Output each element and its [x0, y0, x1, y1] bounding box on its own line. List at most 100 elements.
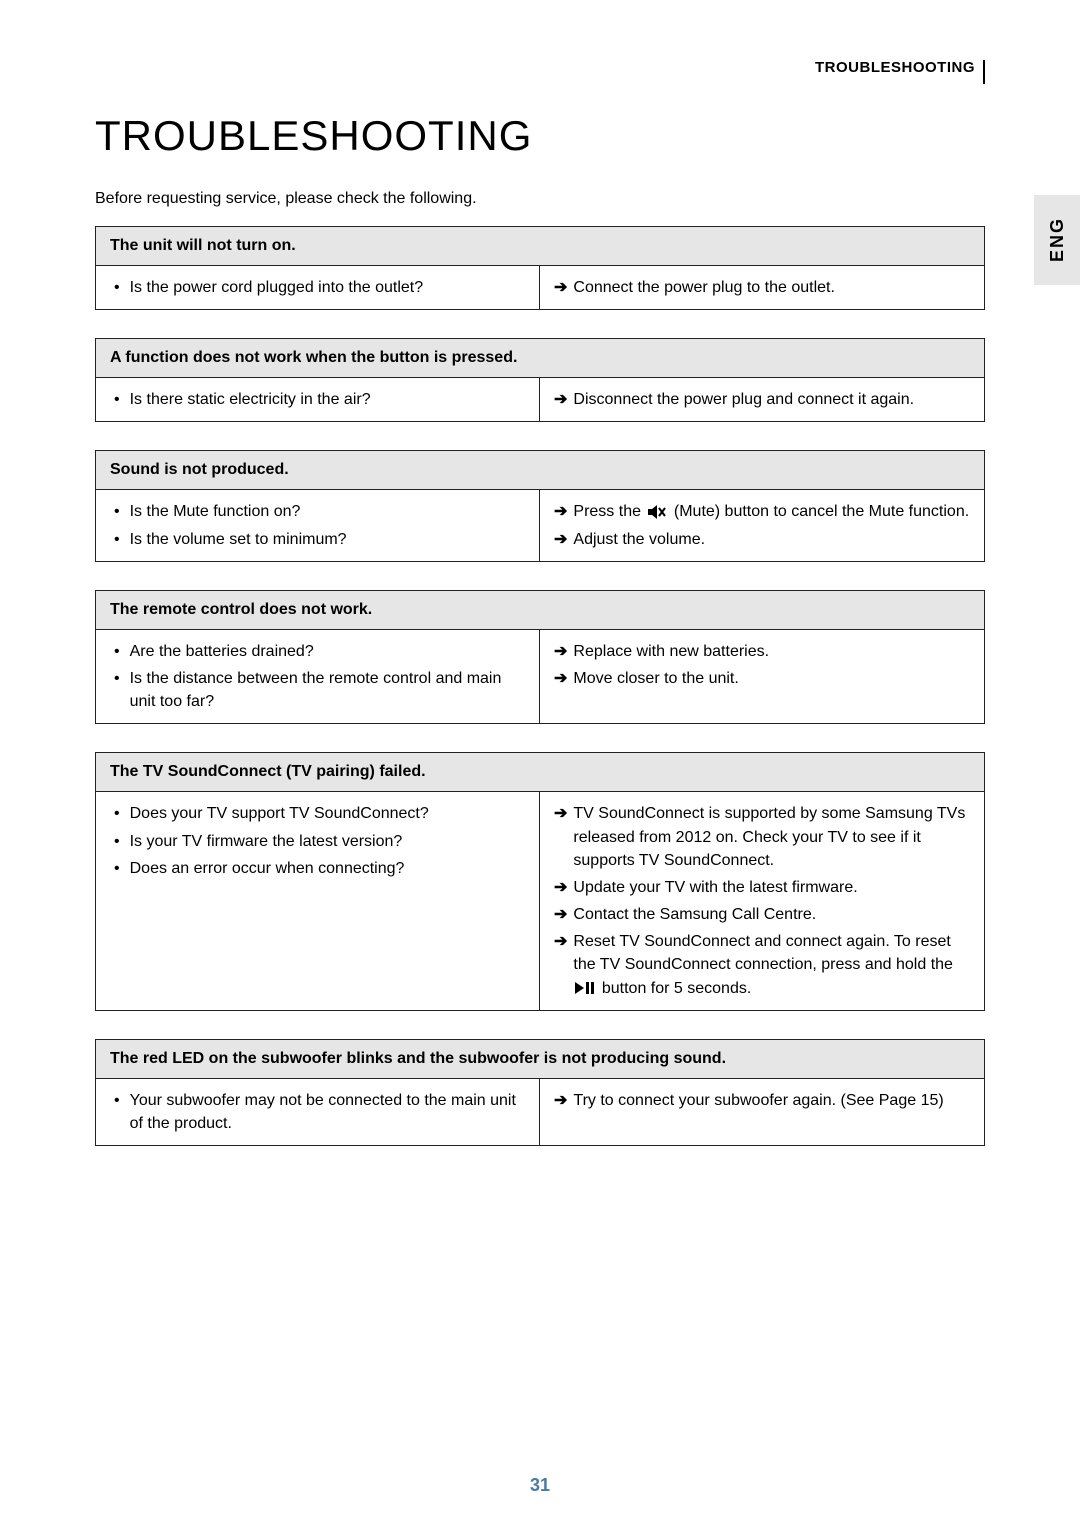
question-cell: • Is the Mute function on? • Is the volume … — [96, 490, 540, 560]
bullet-icon: • — [114, 667, 120, 690]
bullet-icon: • — [114, 640, 120, 663]
arrow-icon: ➔ — [554, 388, 567, 411]
answer-line: ➔ TV SoundConnect is supported by some Sa… — [554, 802, 970, 872]
arrow-icon: ➔ — [554, 802, 567, 825]
question-text: Does your TV support TV SoundConnect? — [130, 802, 429, 825]
question-line: • Is the power cord plugged into the outl… — [110, 276, 525, 299]
answer-text: TV SoundConnect is supported by some Sam… — [573, 802, 970, 872]
block-header: A function does not work when the button… — [96, 339, 984, 378]
troubleshoot-block: A function does not work when the button… — [95, 338, 985, 422]
answer-line: ➔ Adjust the volume. — [554, 528, 970, 551]
arrow-icon: ➔ — [554, 528, 567, 551]
troubleshoot-block: Sound is not produced. • Is the Mute funct… — [95, 450, 985, 561]
bullet-icon: • — [114, 1089, 120, 1112]
bullet-icon: • — [114, 802, 120, 825]
troubleshooting-blocks: The unit will not turn on. • Is the power … — [95, 226, 985, 1146]
intro-text: Before requesting service, please check … — [95, 190, 985, 208]
arrow-icon: ➔ — [554, 930, 567, 953]
answer-line: ➔ Replace with new batteries. — [554, 640, 970, 663]
arrow-icon: ➔ — [554, 667, 567, 690]
arrow-icon: ➔ — [554, 1089, 567, 1112]
question-text: Is the distance between the remote contr… — [130, 667, 525, 713]
question-line: • Your subwoofer may not be connected to … — [110, 1089, 525, 1135]
bullet-icon: • — [114, 500, 120, 523]
question-text: Is the volume set to minimum? — [130, 528, 347, 551]
question-cell: • Your subwoofer may not be connected to … — [96, 1079, 540, 1145]
block-header: The remote control does not work. — [96, 591, 984, 630]
answer-line: ➔ Reset TV SoundConnect and connect again… — [554, 930, 970, 1000]
answer-cell: ➔ TV SoundConnect is supported by some Sa… — [540, 792, 984, 1010]
answer-line: ➔ Try to connect your subwoofer again. (S… — [554, 1089, 970, 1112]
answer-cell: ➔ Connect the power plug to the outlet. — [540, 266, 984, 309]
answer-line: ➔ Move closer to the unit. — [554, 667, 970, 690]
bullet-icon: • — [114, 857, 120, 880]
play-pause-icon — [575, 981, 595, 995]
question-text: Is the Mute function on? — [130, 500, 301, 523]
block-row: • Is the Mute function on? • Is the volume … — [96, 490, 984, 560]
language-tab: ENG — [1034, 195, 1080, 285]
block-row: • Are the batteries drained? • Is the dista… — [96, 630, 984, 724]
answer-cell: ➔ Try to connect your subwoofer again. (S… — [540, 1079, 984, 1145]
header-section-label: TROUBLESHOOTING — [95, 60, 985, 84]
answer-text: Update your TV with the latest firmware. — [573, 876, 857, 899]
arrow-icon: ➔ — [554, 276, 567, 299]
answer-line: ➔ Press the (Mute) button to cancel the M… — [554, 500, 970, 523]
answer-line: ➔ Connect the power plug to the outlet. — [554, 276, 970, 299]
question-line: • Is your TV firmware the latest version? — [110, 830, 525, 853]
question-line: • Does your TV support TV SoundConnect? — [110, 802, 525, 825]
page-title: TROUBLESHOOTING — [95, 112, 985, 160]
block-header: The TV SoundConnect (TV pairing) failed. — [96, 753, 984, 792]
question-line: • Is the Mute function on? — [110, 500, 525, 523]
answer-text: Contact the Samsung Call Centre. — [573, 903, 816, 926]
question-text: Are the batteries drained? — [130, 640, 314, 663]
answer-text: Try to connect your subwoofer again. (Se… — [573, 1089, 943, 1112]
answer-text: Replace with new batteries. — [573, 640, 769, 663]
page-container: TROUBLESHOOTING TROUBLESHOOTING Before r… — [0, 0, 1080, 1146]
question-line: • Does an error occur when connecting? — [110, 857, 525, 880]
answer-cell: ➔ Replace with new batteries. ➔ Move closer… — [540, 630, 984, 724]
question-cell: • Are the batteries drained? • Is the dista… — [96, 630, 540, 724]
question-text: Your subwoofer may not be connected to t… — [130, 1089, 525, 1135]
block-row: • Does your TV support TV SoundConnect? • I… — [96, 792, 984, 1010]
troubleshoot-block: The TV SoundConnect (TV pairing) failed.… — [95, 752, 985, 1011]
answer-text: Adjust the volume. — [573, 528, 705, 551]
page-number: 31 — [0, 1475, 1080, 1496]
mute-icon — [647, 503, 667, 521]
answer-text: Reset TV SoundConnect and connect again.… — [573, 930, 970, 1000]
block-row: • Is the power cord plugged into the outl… — [96, 266, 984, 309]
arrow-icon: ➔ — [554, 640, 567, 663]
arrow-icon: ➔ — [554, 500, 567, 523]
question-cell: • Does your TV support TV SoundConnect? • I… — [96, 792, 540, 1010]
question-text: Does an error occur when connecting? — [130, 857, 405, 880]
bullet-icon: • — [114, 528, 120, 551]
block-header: The unit will not turn on. — [96, 227, 984, 266]
answer-cell: ➔ Press the (Mute) button to cancel the M… — [540, 490, 984, 560]
question-line: • Is the volume set to minimum? — [110, 528, 525, 551]
question-line: • Is the distance between the remote cont… — [110, 667, 525, 713]
language-tab-label: ENG — [1047, 217, 1068, 262]
block-header: Sound is not produced. — [96, 451, 984, 490]
bullet-icon: • — [114, 388, 120, 411]
bullet-icon: • — [114, 276, 120, 299]
answer-text: Disconnect the power plug and connect it… — [573, 388, 914, 411]
troubleshoot-block: The unit will not turn on. • Is the power … — [95, 226, 985, 310]
answer-line: ➔ Update your TV with the latest firmware… — [554, 876, 970, 899]
answer-text: Connect the power plug to the outlet. — [573, 276, 835, 299]
block-row: • Your subwoofer may not be connected to … — [96, 1079, 984, 1145]
block-row: • Is there static electricity in the air?… — [96, 378, 984, 421]
question-line: • Is there static electricity in the air? — [110, 388, 525, 411]
troubleshoot-block: The red LED on the subwoofer blinks and … — [95, 1039, 985, 1146]
question-text: Is the power cord plugged into the outle… — [130, 276, 424, 299]
answer-line: ➔ Disconnect the power plug and connect i… — [554, 388, 970, 411]
arrow-icon: ➔ — [554, 876, 567, 899]
answer-text: Move closer to the unit. — [573, 667, 738, 690]
arrow-icon: ➔ — [554, 903, 567, 926]
question-cell: • Is the power cord plugged into the outl… — [96, 266, 540, 309]
troubleshoot-block: The remote control does not work. • Are th… — [95, 590, 985, 725]
answer-text: Press the (Mute) button to cancel the Mu… — [573, 500, 969, 523]
bullet-icon: • — [114, 830, 120, 853]
question-text: Is there static electricity in the air? — [130, 388, 371, 411]
question-text: Is your TV firmware the latest version? — [130, 830, 403, 853]
block-header: The red LED on the subwoofer blinks and … — [96, 1040, 984, 1079]
question-line: • Are the batteries drained? — [110, 640, 525, 663]
